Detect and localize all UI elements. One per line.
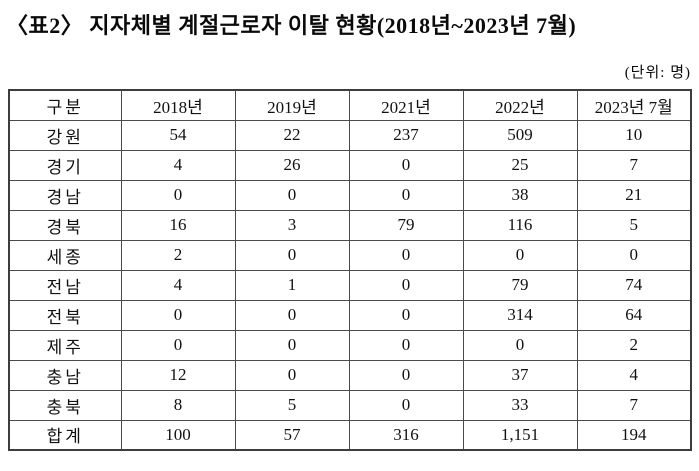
row-label: 충북 [8,389,122,421]
table-cell: 22 [234,119,350,151]
table-cell: 0 [234,179,350,211]
table-cell: 7 [576,149,692,181]
row-label: 강원 [8,119,122,151]
table-cell: 0 [348,299,464,331]
column-header-2018: 2018년 [120,89,236,121]
table-cell: 0 [348,359,464,391]
table-cell: 0 [348,239,464,271]
table-cell: 12 [120,359,236,391]
column-header-2023-jul: 2023년 7월 [576,89,692,121]
table-cell: 7 [576,389,692,421]
row-label: 전북 [8,299,122,331]
column-header-2022: 2022년 [462,89,578,121]
table-row-total: 합계 100 57 316 1,151 194 [8,419,692,451]
table-cell: 21 [576,179,692,211]
table-cell: 0 [348,179,464,211]
table-cell: 5 [576,209,692,241]
table-cell: 116 [462,209,578,241]
table-cell-total: 57 [234,419,350,451]
unit-note: (단위: 명) [624,65,691,81]
table-cell: 0 [234,359,350,391]
table-cell: 5 [234,389,350,421]
row-label-total: 합계 [8,419,122,451]
row-label: 경남 [8,179,122,211]
column-header-category: 구분 [8,89,122,121]
seasonal-worker-departure-table: 구분 2018년 2019년 2021년 2022년 2023년 7월 강원 5… [8,89,692,451]
table-row-jeju: 제주 0 0 0 0 2 [8,329,692,361]
row-label: 제주 [8,329,122,361]
table-cell: 0 [348,329,464,361]
row-label: 경기 [8,149,122,181]
table-row-chungnam: 충남 12 0 0 37 4 [8,359,692,391]
table-title: 〈표2〉 지자체별 계절근로자 이탈 현황(2018년~2023년 7월) [6,13,577,38]
table-cell: 4 [120,269,236,301]
table-row-gangwon: 강원 54 22 237 509 10 [8,119,692,151]
table-cell: 0 [576,239,692,271]
table-cell: 2 [120,239,236,271]
table-cell: 0 [234,329,350,361]
table-cell: 0 [234,239,350,271]
table-cell: 0 [348,149,464,181]
table-cell: 0 [348,269,464,301]
table-cell: 237 [348,119,464,151]
table-cell: 0 [120,179,236,211]
table-row-gyeongnam: 경남 0 0 0 38 21 [8,179,692,211]
table-cell: 10 [576,119,692,151]
table-cell: 0 [234,299,350,331]
table-cell: 2 [576,329,692,361]
header-row: 구분 2018년 2019년 2021년 2022년 2023년 7월 [8,89,692,121]
row-label: 경북 [8,209,122,241]
table-cell: 0 [462,329,578,361]
table-row-jeonnam: 전남 4 1 0 79 74 [8,269,692,301]
row-label: 충남 [8,359,122,391]
table-row-gyeonggi: 경기 4 26 0 25 7 [8,149,692,181]
column-header-2019: 2019년 [234,89,350,121]
table-cell: 0 [120,329,236,361]
table-cell: 1 [234,269,350,301]
table-row-jeonbuk: 전북 0 0 0 314 64 [8,299,692,331]
table-cell: 74 [576,269,692,301]
table-cell: 25 [462,149,578,181]
row-label: 세종 [8,239,122,271]
table-cell-total: 1,151 [462,419,578,451]
table-cell: 37 [462,359,578,391]
table-cell: 0 [120,299,236,331]
table-cell: 79 [462,269,578,301]
table-cell: 4 [576,359,692,391]
table-cell-total: 194 [576,419,692,451]
table-cell: 38 [462,179,578,211]
table-cell: 3 [234,209,350,241]
column-header-2021: 2021년 [348,89,464,121]
table-cell: 79 [348,209,464,241]
row-label: 전남 [8,269,122,301]
table-cell: 26 [234,149,350,181]
table-cell-total: 100 [120,419,236,451]
table-cell: 314 [462,299,578,331]
table-cell: 64 [576,299,692,331]
table-cell: 54 [120,119,236,151]
table-cell: 16 [120,209,236,241]
table-cell: 0 [348,389,464,421]
table-row-gyeongbuk: 경북 16 3 79 116 5 [8,209,692,241]
table-cell: 0 [462,239,578,271]
table-cell: 509 [462,119,578,151]
table-cell-total: 316 [348,419,464,451]
table-cell: 4 [120,149,236,181]
table-cell: 33 [462,389,578,421]
table-row-chungbuk: 충북 8 5 0 33 7 [8,389,692,421]
table-cell: 8 [120,389,236,421]
table-row-sejong: 세종 2 0 0 0 0 [8,239,692,271]
